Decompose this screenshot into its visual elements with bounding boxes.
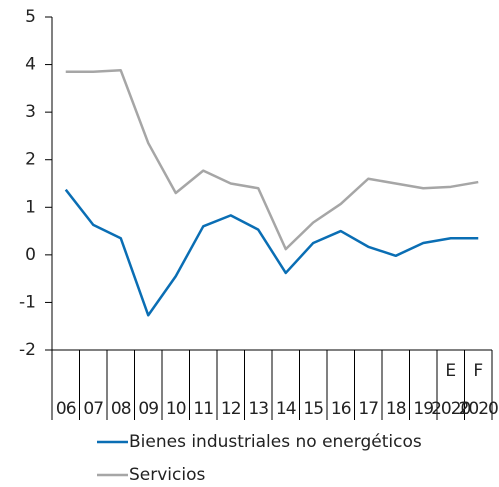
x-tick-label: 2020 [459,399,498,419]
x-tick-label: 2020 [431,399,470,419]
legend-label: Bienes industriales no energéticos [129,432,422,452]
x-tick-label: 15 [303,399,323,419]
x-tick-label: 14 [276,399,296,419]
x-tick-label: 10 [166,399,186,419]
x-tick-sublabel: F [473,361,483,381]
y-tick-label: 1 [25,197,36,217]
x-tick-label: 12 [221,399,241,419]
x-tick-label: 09 [138,399,158,419]
y-tick-label: -1 [19,292,36,312]
legend-label: Servicios [129,465,205,485]
x-tick-label: 19 [413,399,433,419]
y-tick-label: -2 [19,340,36,360]
series-line [65,69,479,251]
x-tick-label: 07 [83,399,103,419]
y-tick-label: 5 [25,7,36,27]
x-tick-label: 17 [358,399,378,419]
y-tick-label: 3 [25,102,36,122]
x-tick-sublabel: E [445,361,456,381]
y-tick-label: 2 [25,150,36,170]
x-tick-label: 11 [193,399,213,419]
y-tick-label: 4 [25,55,36,75]
x-tick-label: 08 [111,399,131,419]
y-tick-label: 0 [25,245,36,265]
x-tick-label: 06 [56,399,76,419]
x-tick-label: 18 [386,399,406,419]
series-line [64,188,479,317]
x-tick-label: 16 [331,399,351,419]
x-tick-label: 13 [248,399,268,419]
